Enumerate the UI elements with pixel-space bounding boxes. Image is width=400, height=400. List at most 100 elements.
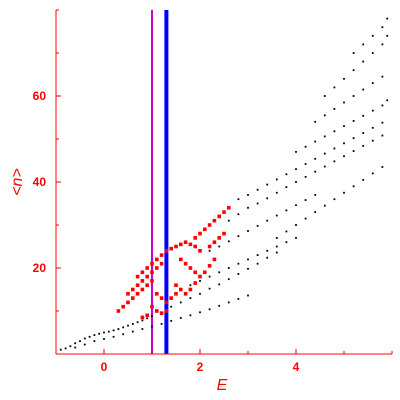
data-point-s0-117 [381,104,384,107]
data-point-s0-107 [381,121,384,124]
data-point-s0-46 [237,273,240,275]
data-point-s1-53 [140,315,145,320]
data-point-s0-50 [275,251,278,254]
data-point-s1-45 [164,300,169,305]
y-tick-label-0: 20 [33,261,47,275]
data-point-s0-128 [333,86,336,89]
data-point-s0-100 [314,157,317,160]
data-point-s0-32 [189,314,192,317]
data-point-s0-16 [136,321,139,324]
data-point-s0-90 [371,139,374,142]
data-point-s0-67 [247,230,249,232]
data-point-s0-31 [179,316,182,319]
data-point-s0-73 [304,199,307,201]
data-point-s0-84 [314,170,317,173]
data-point-s0-42 [199,292,201,295]
data-point-s0-143 [304,217,307,220]
data-point-s0-3 [74,342,77,345]
data-point-s1-10 [135,283,140,287]
data-point-s0-38 [247,294,249,297]
data-point-s0-65 [227,240,230,243]
data-point-s0-147 [343,191,345,194]
data-point-s0-35 [218,304,221,307]
data-point-s0-97 [285,173,288,176]
data-point-s0-12 [117,328,120,330]
data-point-s0-115 [362,114,365,117]
data-point-s1-40 [183,292,188,296]
data-point-s0-75 [227,219,230,222]
data-point-s0-76 [237,213,240,216]
data-point-s0-134 [386,34,389,37]
data-point-s1-26 [183,240,188,244]
data-point-s0-148 [352,185,355,188]
data-point-s0-135 [352,52,355,54]
data-point-s0-98 [295,168,297,170]
x-tick-label-1: 2 [197,360,204,374]
data-point-s0-113 [343,125,345,127]
data-point-s0-125 [371,82,374,84]
data-point-s0-53 [208,275,211,278]
data-point-s0-138 [381,26,384,29]
data-point-s1-31 [183,261,188,266]
data-point-s0-27 [141,328,144,330]
data-point-s1-49 [155,309,159,313]
data-point-s0-131 [362,60,365,63]
data-point-s1-25 [179,242,183,247]
data-point-s1-11 [140,279,145,283]
data-point-s0-151 [381,166,384,168]
data-point-s0-68 [256,224,259,227]
data-point-s1-23 [169,246,173,251]
data-point-s0-15 [131,323,134,325]
data-point-s0-112 [333,130,336,133]
data-point-s1-20 [155,257,159,262]
data-point-s0-144 [314,211,317,213]
data-point-s0-110 [314,140,317,143]
data-point-s0-121 [333,108,336,110]
data-point-s1-17 [140,270,145,275]
data-point-s0-11 [112,329,115,332]
data-points [59,17,389,351]
data-point-s0-30 [170,319,173,322]
data-point-s0-25 [122,333,125,336]
data-point-s0-124 [362,88,365,91]
data-point-s0-10 [107,330,110,333]
data-point-s0-20 [74,346,77,349]
data-point-s1-54 [193,236,197,240]
data-point-s1-43 [155,292,159,296]
data-point-s1-33 [193,270,197,275]
vertical-lines [151,10,169,354]
data-point-s0-1 [64,347,67,350]
data-point-s0-47 [247,267,249,270]
data-point-s1-6 [145,283,149,287]
data-point-s1-18 [145,266,149,270]
data-point-s0-129 [343,77,345,80]
axes [55,10,392,355]
data-point-s0-92 [237,198,240,201]
data-point-s0-59 [266,249,269,252]
data-point-s0-86 [333,160,336,163]
data-point-s1-60 [222,210,226,214]
data-point-s1-55 [198,231,202,236]
data-point-s0-2 [69,345,72,348]
data-point-s0-29 [160,323,163,325]
data-point-s1-4 [135,292,140,296]
data-point-s0-91 [381,134,384,137]
data-point-s0-105 [362,132,365,134]
data-point-s0-133 [381,43,384,46]
data-point-s1-32 [188,266,193,270]
data-point-s1-37 [212,257,217,262]
data-point-s0-89 [362,144,365,147]
data-point-s0-116 [371,109,374,112]
data-point-s0-55 [227,267,230,269]
data-point-s1-48 [150,304,154,309]
data-point-s1-9 [131,287,135,292]
data-point-s1-13 [150,270,154,275]
data-point-s0-101 [323,152,326,155]
data-point-s0-44 [218,283,221,286]
data-point-s0-77 [247,206,249,209]
data-point-s0-54 [218,271,221,274]
data-point-s1-64 [217,236,221,240]
data-point-s1-24 [174,244,178,249]
data-point-s1-5 [140,287,145,292]
data-point-s0-69 [266,219,269,222]
